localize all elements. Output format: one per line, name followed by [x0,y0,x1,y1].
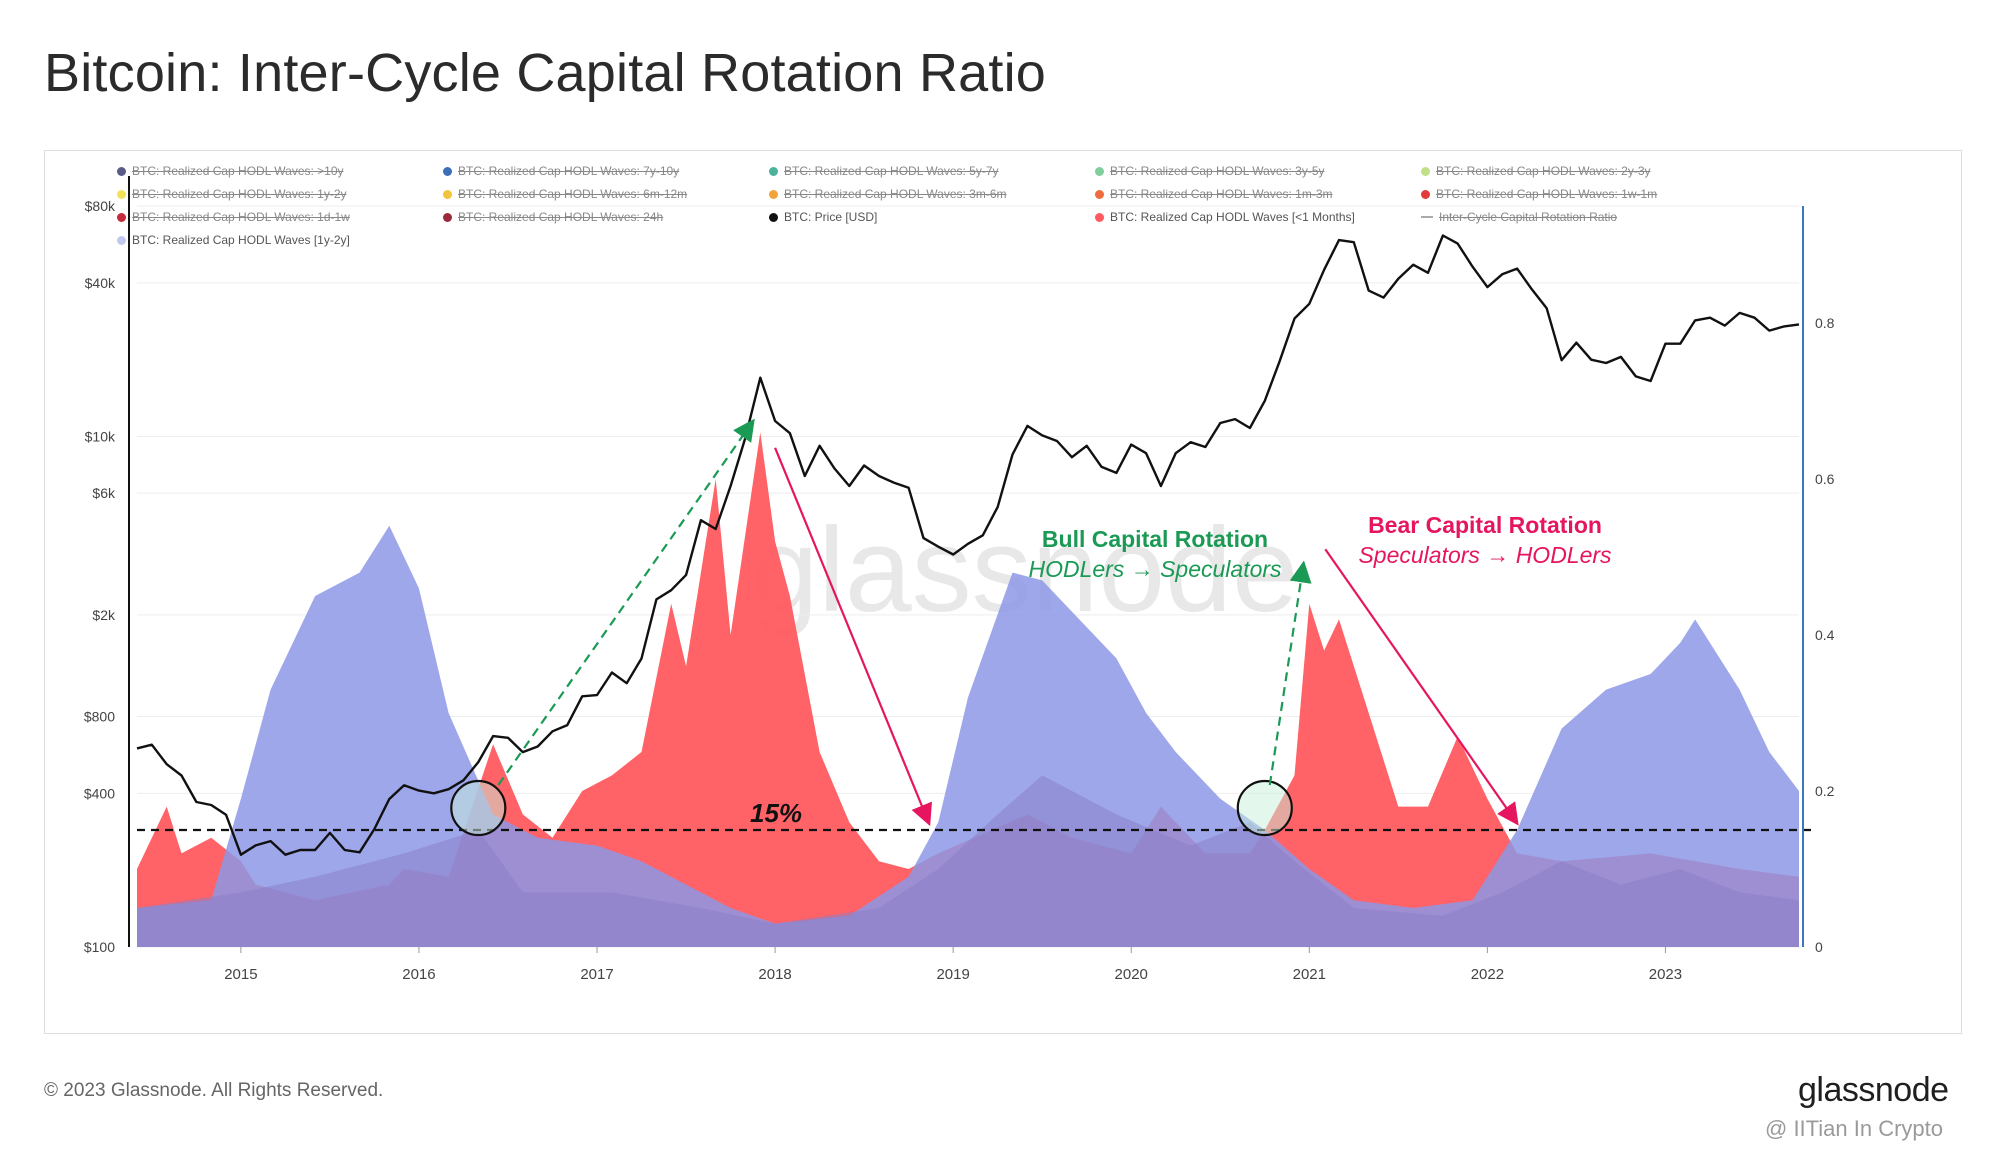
bear-rotation-subtitle: Speculators → HODLers [1358,542,1612,568]
legend-swatch [1421,166,1430,176]
legend-swatch [1095,166,1104,176]
legend-label: BTC: Realized Cap HODL Waves: 7y-10y [458,164,680,178]
left-tick-label: $800 [84,708,115,724]
x-tick-label: 2022 [1471,966,1504,983]
threshold-label: 15% [750,798,802,828]
hodlers-1y-2y-area [137,525,1799,947]
legend-item[interactable]: BTC: Realized Cap HODL Waves: 3y-5y [1095,164,1325,178]
bull-arrow-2021 [1268,560,1312,786]
legend-label: Inter-Cycle Capital Rotation Ratio [1439,210,1618,224]
bear-rotation-title: Bear Capital Rotation [1368,512,1602,538]
legend-label: BTC: Realized Cap HODL Waves: 1m-3m [1110,187,1333,201]
legend-item[interactable]: BTC: Realized Cap HODL Waves: 5y-7y [769,164,999,178]
legend-label: BTC: Realized Cap HODL Waves: 6m-12m [458,187,688,201]
copyright-text: © 2023 Glassnode. All Rights Reserved. [44,1080,384,1101]
legend-item[interactable]: BTC: Price [USD] [769,210,877,224]
legend-item[interactable]: BTC: Realized Cap HODL Waves: 6m-12m [443,187,687,201]
x-tick-label: 2015 [224,966,257,983]
chart-frame: glassnode 15% $100 $400 $800 $2k $6k $10k $40k… [44,150,1962,1034]
x-tick-label: 2023 [1649,966,1682,983]
legend-item[interactable]: BTC: Realized Cap HODL Waves: 1w-1m [1421,187,1657,201]
right-tick-label: 0.8 [1815,315,1835,331]
legend-swatch [1095,212,1104,222]
legend-swatch [1421,189,1430,199]
legend-item[interactable]: BTC: Realized Cap HODL Waves: 7y-10y [443,164,679,178]
legend-swatch [443,189,452,199]
legend-swatch [117,235,126,245]
x-tick-label: 2020 [1115,966,1148,983]
bear-arrow-2018 [774,447,932,827]
legend-item[interactable]: BTC: Realized Cap HODL Waves: 1y-2y [117,187,347,201]
legend-swatch [1421,216,1433,218]
chart-svg: glassnode 15% $100$400$800$2k$6k$10k$40k… [84,176,1835,983]
left-tick-label: $40k [85,275,116,291]
glassnode-logo: glassnode [1798,1071,1949,1109]
bear-arrow-2022 [1324,548,1519,826]
page-title: Bitcoin: Inter-Cycle Capital Rotation Ra… [44,43,1047,103]
rotation-ratio-area [137,775,1799,947]
x-tick-label: 2017 [580,966,613,983]
left-tick-label: $6k [92,485,116,501]
legend-label: BTC: Realized Cap HODL Waves: 2y-3y [1436,164,1651,178]
legend-item[interactable]: BTC: Realized Cap HODL Waves: 3m-6m [769,187,1007,201]
legend-label: BTC: Realized Cap HODL Waves: 1w-1m [1436,187,1658,201]
legend-item[interactable]: BTC: Realized Cap HODL Waves: >10y [117,164,344,178]
legend-label: BTC: Realized Cap HODL Waves [1y-2y] [132,233,350,247]
bull-rotation-subtitle: HODLers → Speculators [1028,556,1282,582]
legend-swatch [443,212,452,222]
legend-item[interactable]: BTC: Realized Cap HODL Waves: 2y-3y [1421,164,1651,178]
left-tick-label: $100 [84,939,115,955]
legend-swatch [443,166,452,176]
legend-swatch [117,212,126,222]
left-tick-label: $400 [84,785,115,801]
legend-label: BTC: Realized Cap HODL Waves: >10y [132,164,344,178]
right-tick-label: 0 [1815,939,1823,955]
legend-item[interactable]: BTC: Realized Cap HODL Waves: 1m-3m [1095,187,1333,201]
right-tick-label: 0.6 [1815,471,1835,487]
right-tick-label: 0.2 [1815,783,1835,799]
legend-label: BTC: Realized Cap HODL Waves: 3m-6m [784,187,1007,201]
legend-item[interactable]: BTC: Realized Cap HODL Waves: 24h [443,210,663,224]
crossover-circle-2016 [450,779,507,837]
legend-swatch [769,166,778,176]
legend-swatch [117,189,126,199]
legend-label: BTC: Realized Cap HODL Waves [<1 Months] [1110,210,1355,224]
left-tick-label: $2k [92,607,116,623]
legend-label: BTC: Realized Cap HODL Waves: 1y-2y [132,187,347,201]
crossover-circle-2020 [1236,779,1293,837]
x-tick-label: 2018 [758,966,791,983]
legend-item[interactable]: BTC: Realized Cap HODL Waves [<1 Months] [1095,210,1355,224]
legend-label: BTC: Realized Cap HODL Waves: 3y-5y [1110,164,1325,178]
legend-item[interactable]: BTC: Realized Cap HODL Waves: 1d-1w [117,210,350,224]
legend-label: BTC: Realized Cap HODL Waves: 24h [458,210,664,224]
legend-swatch [1095,189,1104,199]
legend-swatch [769,189,778,199]
legend-label: BTC: Price [USD] [784,210,878,224]
x-tick-label: 2021 [1293,966,1326,983]
x-tick-label: 2019 [936,966,969,983]
author-watermark: @ IITian In Crypto [1765,1116,1944,1141]
legend-label: BTC: Realized Cap HODL Waves: 1d-1w [132,210,350,224]
left-tick-label: $80k [85,198,116,214]
legend-label: BTC: Realized Cap HODL Waves: 5y-7y [784,164,999,178]
legend-item[interactable]: BTC: Realized Cap HODL Waves [1y-2y] [117,233,350,247]
price-line [136,234,1800,856]
x-tick-label: 2016 [402,966,435,983]
legend-item[interactable]: Inter-Cycle Capital Rotation Ratio [1421,210,1617,224]
legend-swatch [769,212,778,222]
left-tick-label: $10k [85,429,116,445]
bull-rotation-title: Bull Capital Rotation [1042,526,1268,552]
speculators-area [137,432,1799,947]
legend-swatch [117,166,126,176]
right-tick-label: 0.4 [1815,627,1835,643]
